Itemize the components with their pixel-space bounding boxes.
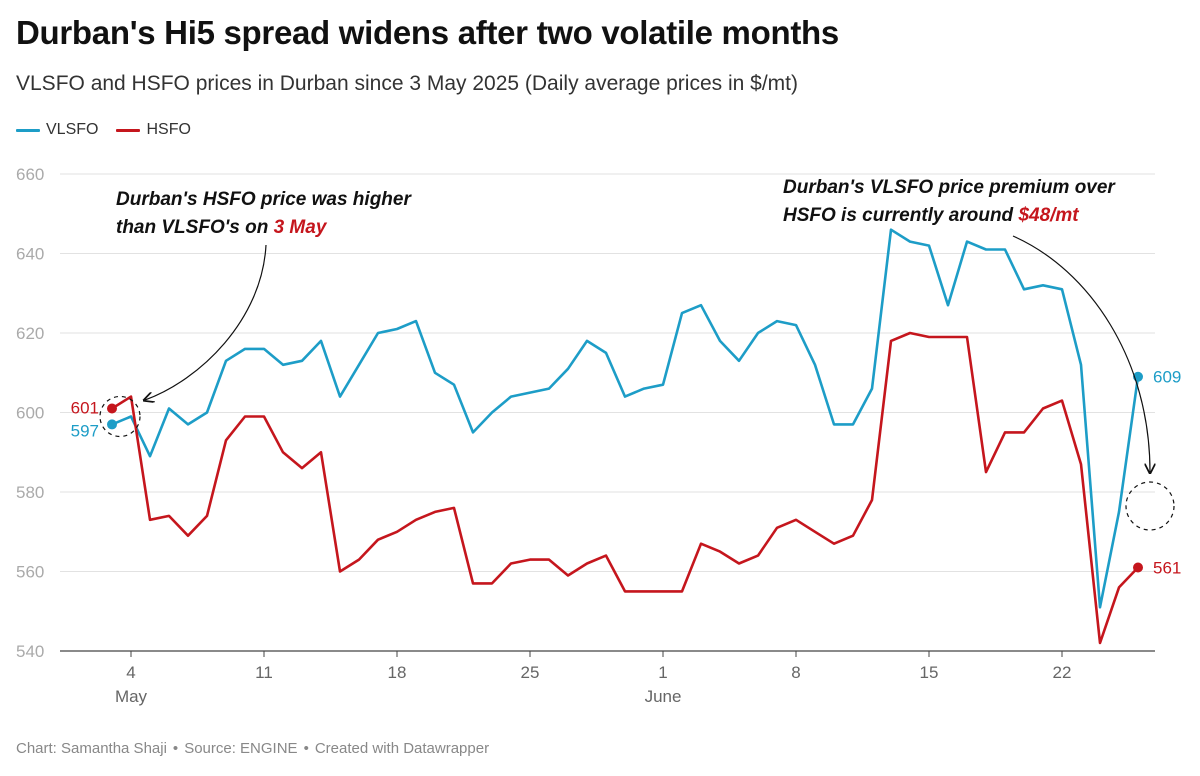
end-value-label: 561 bbox=[1153, 559, 1181, 578]
start-point-hsfo bbox=[107, 403, 117, 414]
y-tick-label: 580 bbox=[16, 483, 44, 502]
y-tick-label: 600 bbox=[16, 404, 44, 423]
end-point-hsfo bbox=[1133, 562, 1143, 573]
footer-separator: • bbox=[172, 740, 179, 757]
x-tick-label: 11 bbox=[255, 663, 273, 682]
x-tick-label: 4 bbox=[126, 663, 135, 682]
chart-title: Durban's Hi5 spread widens after two vol… bbox=[16, 14, 839, 51]
legend-swatch-hsfo bbox=[116, 128, 141, 132]
x-tick-label: 15 bbox=[920, 663, 939, 682]
y-tick-label: 560 bbox=[16, 563, 44, 582]
chart-subtitle: VLSFO and HSFO prices in Durban since 3 … bbox=[16, 72, 798, 95]
end-value-label: 609 bbox=[1153, 368, 1181, 387]
start-point-vlsfo bbox=[107, 419, 117, 430]
annotation-right-line2: HSFO is currently around $48/mt bbox=[783, 205, 1079, 226]
x-tick-sublabel: May bbox=[115, 687, 148, 706]
legend: VLSFO HSFO bbox=[16, 121, 191, 139]
legend-item-hsfo: HSFO bbox=[116, 121, 191, 139]
axes: 540 560 580 600 620 640 660 4 May 11 18 25 1 June 8 15 2… bbox=[16, 165, 1071, 706]
annotation-right-line1: Durban's VLSFO price premium over bbox=[783, 177, 1116, 198]
footer: Chart: Samantha Shaji • Source: ENGINE • Cre… bbox=[16, 740, 489, 757]
series-line-vlsfo bbox=[110, 228, 1140, 609]
y-tick-label: 620 bbox=[16, 324, 44, 343]
legend-label-hsfo: HSFO bbox=[146, 121, 191, 138]
x-tick-label: 1 bbox=[658, 663, 667, 682]
series-line-hsfo bbox=[110, 331, 1140, 645]
x-tick-label: 22 bbox=[1053, 663, 1072, 682]
x-tick-label: 18 bbox=[388, 663, 407, 682]
y-tick-label: 660 bbox=[16, 165, 44, 184]
annotation-left-highlight: 3 May bbox=[274, 217, 328, 238]
y-tick-label: 540 bbox=[16, 642, 44, 661]
annotation-right-highlight: $48/mt bbox=[1017, 205, 1079, 226]
annotation-left-text: than VLSFO's on bbox=[116, 217, 274, 238]
footer-separator: • bbox=[303, 740, 309, 757]
series-markers: 597 609 601 561 bbox=[71, 368, 1182, 578]
start-value-label: 601 bbox=[71, 399, 99, 418]
series-lines bbox=[110, 228, 1140, 645]
legend-item-vlsfo: VLSFO bbox=[16, 121, 98, 139]
start-value-label: 597 bbox=[71, 421, 99, 440]
y-tick-label: 640 bbox=[16, 245, 44, 264]
legend-swatch-vlsfo bbox=[16, 128, 40, 132]
annotation-right-highlight-circle bbox=[1125, 481, 1175, 531]
gridlines bbox=[60, 173, 1155, 652]
annotation-left-highlight-circle bbox=[99, 395, 141, 438]
annotation-left-arrow bbox=[145, 244, 267, 400]
footer-author: Chart: Samantha Shaji bbox=[16, 740, 167, 757]
annotation-left-line1: Durban's HSFO price was higher bbox=[116, 189, 412, 210]
annotation-left-line2: than VLSFO's on 3 May bbox=[116, 217, 328, 238]
footer-source: Source: ENGINE bbox=[184, 740, 298, 757]
footer-credit: Created with Datawrapper bbox=[314, 740, 490, 757]
annotation-right-text: HSFO is currently around bbox=[783, 205, 1018, 226]
legend-label-vlsfo: VLSFO bbox=[46, 121, 99, 138]
x-tick-sublabel: June bbox=[645, 687, 682, 706]
x-tick-label: 8 bbox=[791, 663, 800, 682]
annotation-right-arrow bbox=[1012, 235, 1150, 472]
x-tick-label: 25 bbox=[521, 663, 540, 682]
annotations: Durban's HSFO price was higher than VLSFO… bbox=[99, 177, 1175, 531]
